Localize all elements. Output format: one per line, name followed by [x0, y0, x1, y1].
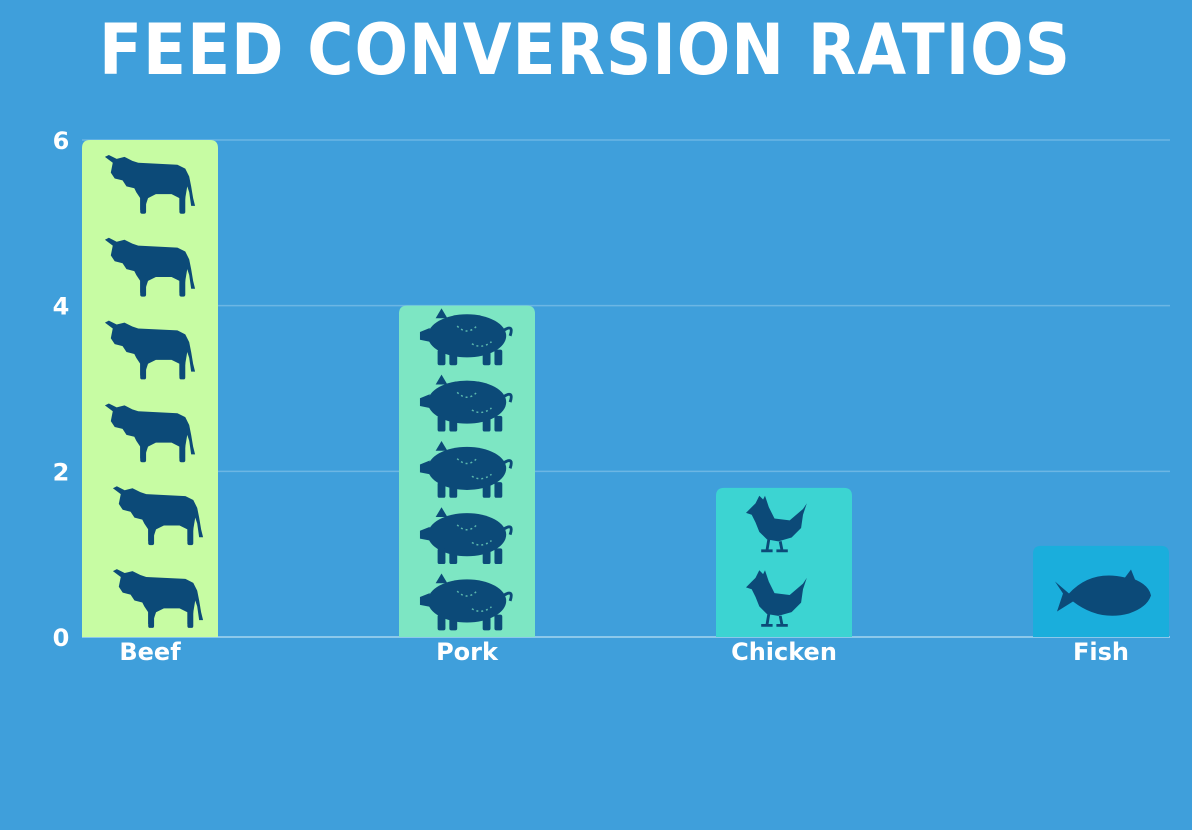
- chart-title: FEED CONVERSION RATIOS: [99, 9, 1071, 91]
- cow-icon-leg: [140, 192, 147, 214]
- pig-icon-snout: [419, 526, 430, 541]
- pig-icon: [419, 573, 513, 631]
- cow-icon-leg: [187, 606, 194, 628]
- y-tick-label: 6: [53, 127, 70, 155]
- pig-icon-leg: [449, 349, 458, 366]
- x-tick-label-pork: Pork: [436, 638, 499, 666]
- x-tick-label-chicken: Chicken: [731, 638, 837, 666]
- cow-icon-body: [112, 486, 204, 542]
- cow-icon-leg: [179, 357, 186, 380]
- pig-icon-cut-lines: [456, 524, 492, 546]
- cow-icon-leg: [179, 192, 186, 214]
- pig-icon-body: [427, 314, 507, 358]
- pig-icon-tail: [503, 591, 513, 602]
- pig-icon-snout: [419, 394, 430, 409]
- pig-icon-tail: [503, 459, 513, 469]
- pig-icon-tail: [503, 326, 513, 337]
- pig-icon-body: [427, 579, 507, 623]
- cow-icon-leg: [140, 275, 147, 297]
- axis-labels: 0 2 4 6 Beef Pork Chicken Fish: [53, 127, 1129, 666]
- pig-icon-leg: [437, 482, 446, 498]
- x-tick-label-beef: Beef: [119, 638, 181, 666]
- fish-icon-body: [1055, 569, 1151, 616]
- cow-icon-leg: [179, 440, 186, 463]
- chicken-icon: [746, 570, 807, 627]
- pig-icon: [419, 440, 513, 498]
- pig-icon-tail: [503, 392, 513, 403]
- pig-icon-tail: [503, 525, 513, 536]
- pig-icon-ear: [435, 374, 448, 385]
- cow-icon: [104, 154, 196, 214]
- pig-icon-ear: [435, 308, 448, 319]
- pig-icon-leg: [482, 614, 491, 631]
- pig-icon-leg: [449, 548, 458, 565]
- cow-icon-body: [104, 403, 196, 459]
- pig-icon-cut-lines: [456, 325, 492, 347]
- chicken-icon-legs: [761, 613, 788, 627]
- fish-icon: [1055, 569, 1151, 616]
- pig-icon-leg: [494, 548, 503, 565]
- pig-icon: [419, 308, 513, 366]
- pig-icon-body: [427, 380, 507, 424]
- cow-icon-leg: [187, 523, 194, 546]
- pig-icon-snout: [419, 593, 430, 607]
- cow-icon-leg: [140, 357, 147, 380]
- pig-icon: [419, 507, 513, 565]
- cow-icon-leg: [140, 440, 147, 463]
- pig-icon-cut-lines: [456, 590, 492, 612]
- pig-icon-body: [427, 513, 507, 557]
- bar-beef: [82, 140, 218, 637]
- y-tick-label: 4: [53, 293, 70, 321]
- cow-icon: [112, 486, 204, 546]
- pig-icon-ear: [435, 573, 448, 584]
- pig-icon-leg: [494, 349, 503, 366]
- pig-icon-leg: [494, 482, 503, 498]
- cow-icon-leg: [179, 275, 186, 297]
- pig-icon-leg: [494, 614, 503, 631]
- pig-icon-snout: [419, 460, 430, 475]
- pig-icon-leg: [449, 614, 458, 631]
- pig-icon-leg: [449, 482, 458, 498]
- bar-chicken: [716, 487, 852, 637]
- cow-icon-body: [112, 569, 204, 625]
- cow-icon-body: [104, 320, 196, 376]
- pig-icon-body: [427, 446, 507, 490]
- pig-icon-snout: [419, 328, 430, 342]
- cow-icon: [112, 569, 204, 628]
- pig-icon: [419, 374, 513, 432]
- cow-icon-body: [104, 154, 196, 210]
- cow-icon: [104, 320, 196, 380]
- pig-icon-ear: [435, 507, 448, 518]
- gridlines: [82, 139, 1170, 638]
- y-tick-label: 2: [53, 458, 70, 486]
- chicken-icon-body: [746, 495, 807, 542]
- pig-icon-leg: [437, 614, 446, 631]
- cow-icon-leg: [148, 606, 155, 628]
- pig-icon-leg: [482, 349, 491, 366]
- y-tick-label: 0: [53, 624, 70, 652]
- pig-icon-leg: [437, 548, 446, 565]
- cow-icon-leg: [148, 523, 155, 546]
- chicken-icon-body: [746, 570, 807, 616]
- pig-icon-leg: [437, 349, 446, 366]
- pig-icon-ear: [435, 440, 448, 451]
- cow-icon-body: [104, 237, 196, 293]
- pig-icon-leg: [482, 482, 491, 498]
- pig-icon-cut-lines: [456, 458, 492, 480]
- x-tick-label-fish: Fish: [1073, 638, 1129, 666]
- pig-icon-leg: [449, 415, 458, 432]
- pig-icon-leg: [437, 415, 446, 432]
- pig-icon-leg: [482, 548, 491, 565]
- bar-icons: [104, 154, 1151, 631]
- chicken-icon: [746, 495, 807, 553]
- pig-icon-cut-lines: [456, 391, 492, 414]
- pig-icon-leg: [494, 415, 503, 432]
- cow-icon: [104, 403, 196, 463]
- chicken-icon-legs: [761, 539, 788, 553]
- cow-icon: [104, 237, 196, 297]
- pig-icon-leg: [482, 415, 491, 432]
